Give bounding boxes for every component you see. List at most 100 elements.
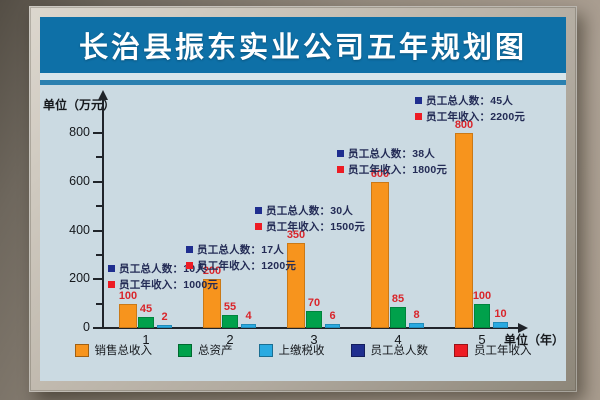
bar-5-series-0	[455, 133, 473, 328]
annotation-year-3: 员工总人数：30人 员工年收入：1500元	[255, 203, 365, 234]
bar-value-label: 6	[329, 310, 336, 322]
x-tick-label: 5	[478, 332, 486, 347]
y-tick-label: 600	[69, 173, 90, 188]
annotation-income-text: 员工年收入：2200元	[426, 111, 526, 123]
title-banner: 长治县振东实业公司五年规划图	[40, 17, 566, 73]
x-axis-unit-label: 单位（年）	[504, 333, 565, 347]
bar-value-label: 350	[286, 229, 306, 241]
bar-value-label: 8	[413, 309, 420, 321]
income-swatch-icon	[108, 281, 115, 288]
annotation-people-row: 员工总人数：45人	[415, 93, 525, 108]
annotation-people-row: 员工总人数：10人	[108, 261, 218, 276]
bar-value-label: 70	[307, 297, 321, 309]
people-swatch-icon	[415, 97, 422, 104]
bar-chart: 单位（万元） 单位（年） 0 200 400 600 800 100 45 2 200 55 4 3…	[40, 85, 566, 381]
legend-swatch-icon	[258, 343, 273, 357]
legend-item: 总资产	[178, 342, 233, 358]
people-swatch-icon	[186, 246, 193, 253]
y-axis-unit-label: 单位（万元）	[43, 98, 116, 112]
legend-label: 员工总人数	[370, 345, 429, 357]
banner-separator-light	[40, 73, 566, 80]
annotation-income-row: 员工年收入：1800元	[337, 162, 447, 177]
income-swatch-icon	[186, 262, 193, 269]
annotation-year-1: 员工总人数：10人 员工年收入：1000元	[108, 261, 218, 292]
bar-1-series-1	[138, 317, 154, 328]
y-tick-label: 800	[69, 125, 90, 139]
legend-swatch-icon	[74, 343, 89, 357]
bar-value-label: 45	[139, 303, 153, 315]
annotation-people-row: 员工总人数：30人	[255, 203, 365, 218]
y-axis	[102, 99, 104, 329]
annotation-income-text: 员工年收入：1000元	[119, 279, 219, 291]
legend-label: 总资产	[198, 345, 233, 357]
income-swatch-icon	[337, 166, 344, 173]
annotation-year-4: 员工总人数：38人 员工年收入：1800元	[337, 146, 447, 177]
people-swatch-icon	[255, 207, 262, 214]
bar-value-label: 55	[223, 301, 237, 313]
bar-5-series-1	[474, 304, 490, 328]
annotation-people-text: 员工总人数：38人	[348, 148, 435, 160]
annotation-income-row: 员工年收入：2200元	[415, 109, 525, 124]
bar-3-series-0	[287, 243, 305, 328]
legend-item: 上缴税收	[258, 342, 325, 358]
chart-legend: 销售总收入 总资产 上缴税收 员工总人数 员工年收入	[40, 342, 566, 358]
bar-value-label: 200	[202, 265, 222, 277]
y-minor-tick	[96, 253, 102, 256]
bar-2-series-2	[241, 324, 256, 328]
y-major-tick	[93, 180, 102, 183]
y-major-tick	[93, 278, 102, 281]
bar-3-series-2	[325, 324, 340, 328]
legend-swatch-icon	[178, 343, 192, 357]
legend-item: 员工总人数	[350, 342, 429, 358]
y-tick-label: 400	[69, 222, 90, 237]
annotation-income-row: 员工年收入：1000元	[108, 277, 218, 292]
legend-swatch-icon	[350, 343, 365, 357]
bar-value-label: 600	[370, 168, 390, 180]
bar-1-series-0	[119, 304, 137, 328]
legend-label: 员工年收入	[474, 345, 532, 357]
banner-separator-stripe	[40, 80, 566, 85]
annotation-year-5: 员工总人数：45人 员工年收入：2200元	[415, 93, 525, 124]
legend-item: 销售总收入	[74, 342, 153, 358]
y-major-tick	[93, 229, 102, 232]
y-minor-tick	[96, 205, 102, 208]
income-swatch-icon	[255, 223, 262, 230]
board-panel: 长治县振东实业公司五年规划图 单位（万元） 单位（年） 0 200 400 600 80…	[40, 17, 566, 381]
people-swatch-icon	[108, 265, 115, 272]
annotation-people-text: 员工总人数：45人	[426, 95, 513, 107]
x-tick-label: 3	[310, 332, 318, 347]
bar-value-label: 800	[454, 119, 474, 131]
bar-4-series-1	[390, 307, 406, 328]
bar-value-label: 100	[472, 290, 492, 302]
y-minor-tick	[96, 302, 102, 305]
wall-mounted-board: 长治县振东实业公司五年规划图 单位（万元） 单位（年） 0 200 400 600 80…	[29, 6, 577, 392]
legend-label: 销售总收入	[94, 345, 153, 357]
bar-value-label: 4	[245, 310, 252, 322]
bar-value-label: 100	[118, 290, 138, 302]
bar-4-series-0	[371, 182, 389, 328]
bar-value-label: 2	[161, 311, 168, 323]
income-swatch-icon	[415, 113, 422, 120]
bar-3-series-1	[306, 311, 322, 328]
y-tick-label: 200	[69, 271, 90, 286]
y-major-tick	[93, 327, 102, 329]
annotation-income-text: 员工年收入：1200元	[197, 260, 297, 272]
x-tick-label: 2	[226, 332, 234, 347]
y-tick-label: 0	[83, 320, 90, 334]
annotation-income-row: 员工年收入：1200元	[186, 258, 296, 273]
annotation-people-text: 员工总人数：17人	[197, 244, 284, 256]
x-tick-label: 4	[394, 332, 402, 347]
x-axis	[102, 327, 520, 329]
annotation-income-row: 员工年收入：1500元	[255, 219, 365, 234]
bar-2-series-0	[203, 279, 221, 328]
legend-item: 员工年收入	[454, 342, 532, 358]
annotation-year-2: 员工总人数：17人 员工年收入：1200元	[186, 242, 296, 273]
annotation-income-text: 员工年收入：1800元	[348, 164, 448, 176]
people-swatch-icon	[337, 150, 344, 157]
annotation-people-text: 员工总人数：30人	[266, 205, 353, 217]
annotation-people-text: 员工总人数：10人	[119, 263, 206, 275]
bar-4-series-2	[409, 323, 424, 328]
x-tick-label: 1	[142, 332, 150, 347]
y-minor-tick	[96, 156, 102, 159]
bar-value-label: 85	[391, 293, 405, 305]
